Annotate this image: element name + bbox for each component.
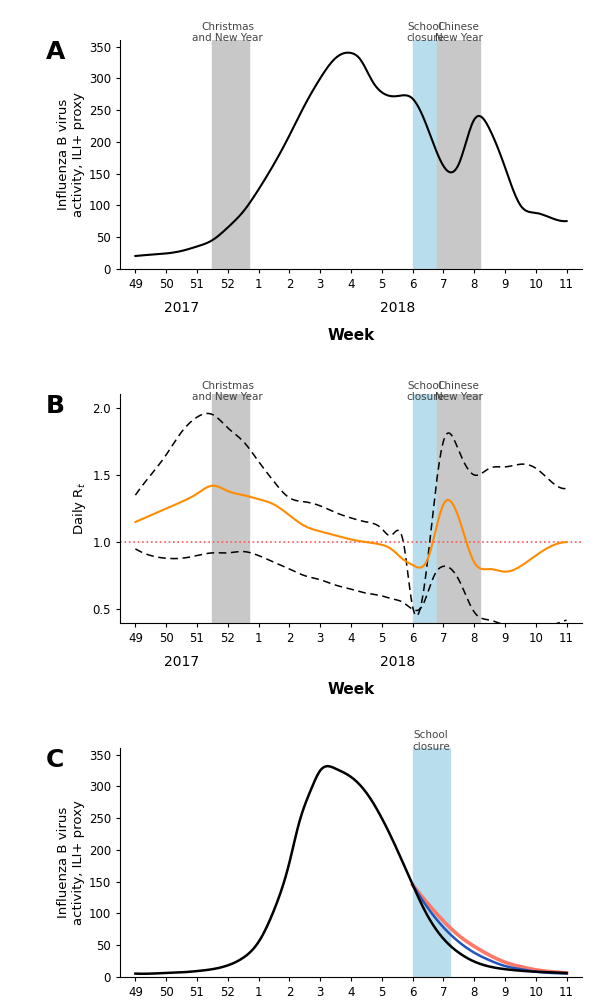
Text: Chinese
New Year: Chinese New Year <box>435 22 483 43</box>
Bar <box>212 40 250 269</box>
Text: School
closure: School closure <box>406 22 444 43</box>
Y-axis label: Influenza B virus
activity, ILI+ proxy: Influenza B virus activity, ILI+ proxy <box>56 92 85 217</box>
Bar <box>437 40 481 269</box>
Text: 2018: 2018 <box>380 301 415 314</box>
Text: 2017: 2017 <box>164 655 199 669</box>
Text: School
closure: School closure <box>412 730 450 751</box>
Text: Week: Week <box>328 682 374 697</box>
Y-axis label: Influenza B virus
activity, ILI+ proxy: Influenza B virus activity, ILI+ proxy <box>56 801 85 925</box>
Text: Week: Week <box>328 328 374 343</box>
Text: 2018: 2018 <box>380 655 415 669</box>
Text: C: C <box>46 748 64 772</box>
Y-axis label: Daily R$_t$: Daily R$_t$ <box>71 482 88 535</box>
Bar <box>413 40 449 269</box>
Bar <box>413 395 449 622</box>
Text: 2017: 2017 <box>164 301 199 314</box>
Text: B: B <box>46 395 65 418</box>
Bar <box>413 748 449 977</box>
Text: School
closure: School closure <box>406 381 444 403</box>
Text: Christmas
and New Year: Christmas and New Year <box>193 381 263 403</box>
Bar <box>212 395 250 622</box>
Bar <box>437 395 481 622</box>
Text: Christmas
and New Year: Christmas and New Year <box>193 22 263 43</box>
Text: A: A <box>46 40 65 64</box>
Text: Chinese
New Year: Chinese New Year <box>435 381 483 403</box>
